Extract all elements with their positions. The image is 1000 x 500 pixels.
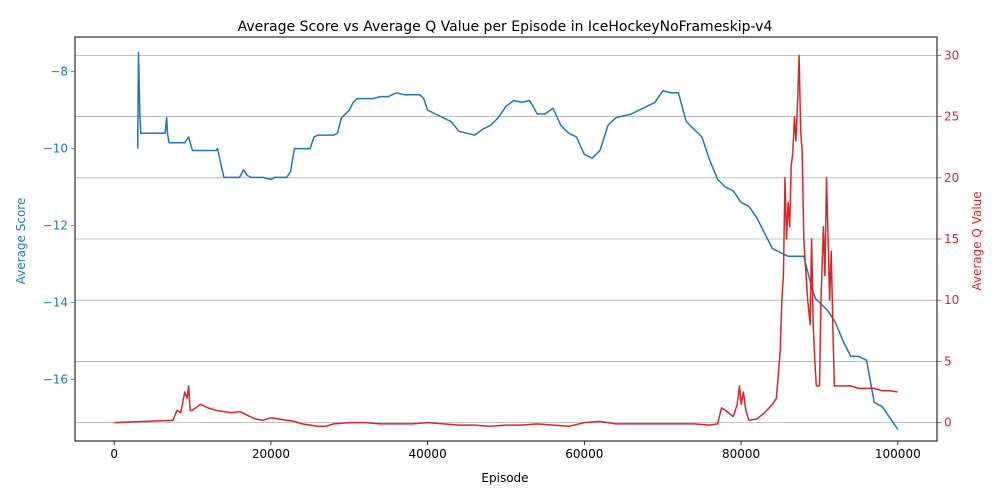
x-tick-label: 100000 [875, 447, 921, 461]
right-tick-label: 25 [944, 110, 959, 124]
chart-title: Average Score vs Average Q Value per Epi… [238, 19, 773, 35]
x-tick-label: 60000 [565, 447, 603, 461]
series-layer [114, 51, 899, 430]
right-axis: 0 5 10 15 20 25 30 [937, 48, 959, 430]
left-tick-label: −8 [50, 65, 68, 79]
x-tick-label: 40000 [409, 447, 447, 461]
x-tick-label: 0 [110, 447, 118, 461]
right-tick-label: 5 [944, 354, 952, 368]
left-axis: −16 −14 −12 −10 −8 [43, 65, 75, 386]
right-tick-label: 20 [944, 171, 959, 185]
right-axis-title: Average Q Value [970, 191, 984, 290]
left-axis-title: Average Score [14, 198, 28, 285]
left-tick-label: −16 [43, 372, 68, 386]
left-tick-label: −10 [43, 142, 68, 156]
left-tick-label: −12 [43, 219, 68, 233]
series-line-average-q-value [114, 54, 898, 428]
grid [75, 54, 937, 424]
x-tick-label: 20000 [252, 447, 290, 461]
x-tick-label: 80000 [722, 447, 760, 461]
left-tick-label: −14 [43, 295, 68, 309]
right-tick-label: 10 [944, 293, 959, 307]
x-axis-title: Episode [481, 471, 528, 485]
right-tick-label: 0 [944, 416, 952, 430]
right-tick-label: 15 [944, 232, 959, 246]
x-axis: 0 20000 40000 60000 80000 100000 [110, 441, 921, 461]
series-line-average-score [136, 51, 899, 430]
right-tick-label: 30 [944, 48, 959, 62]
